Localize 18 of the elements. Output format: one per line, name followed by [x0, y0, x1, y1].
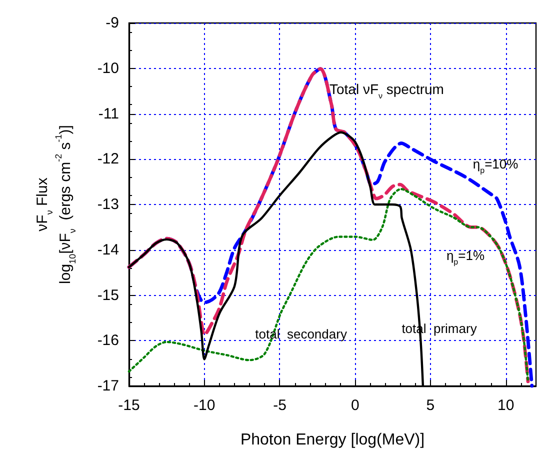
x-tick-label: -10 — [194, 397, 216, 414]
y-tick-label: -15 — [97, 286, 119, 304]
x-tick-label: -5 — [273, 397, 286, 414]
x-axis-title: Photon Energy [log(MeV)] — [240, 432, 425, 448]
y-tick-label: -12 — [97, 150, 119, 168]
y-tick-label: -11 — [98, 105, 119, 122]
y-tick-label: -13 — [97, 196, 119, 213]
x-tick-label: 0 — [350, 397, 360, 414]
x-tick-label: 10 — [498, 397, 514, 414]
annotation: total secondary — [255, 326, 348, 342]
y-tick-label: -17 — [97, 378, 119, 394]
x-tick-label: 5 — [426, 397, 435, 414]
y-tick-label: -14 — [97, 241, 119, 258]
y-tick-label: -10 — [97, 60, 119, 77]
y-tick-label: -16 — [97, 332, 119, 350]
x-tick-label: -15 — [118, 397, 140, 414]
y-tick-label: -9 — [106, 14, 119, 32]
line-series — [128, 188, 530, 383]
